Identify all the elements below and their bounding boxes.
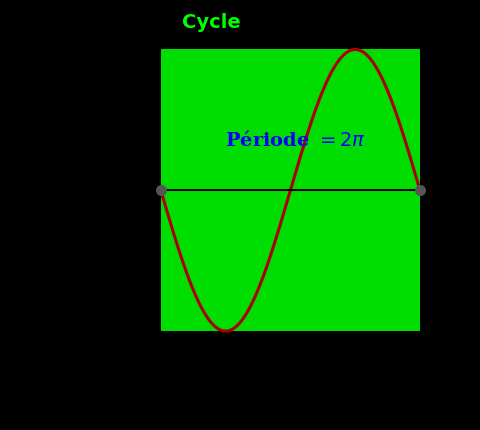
Text: Cycle: Cycle: [181, 13, 240, 32]
Text: Période $= 2\pi$: Période $= 2\pi$: [225, 129, 366, 150]
Bar: [161, 49, 420, 331]
